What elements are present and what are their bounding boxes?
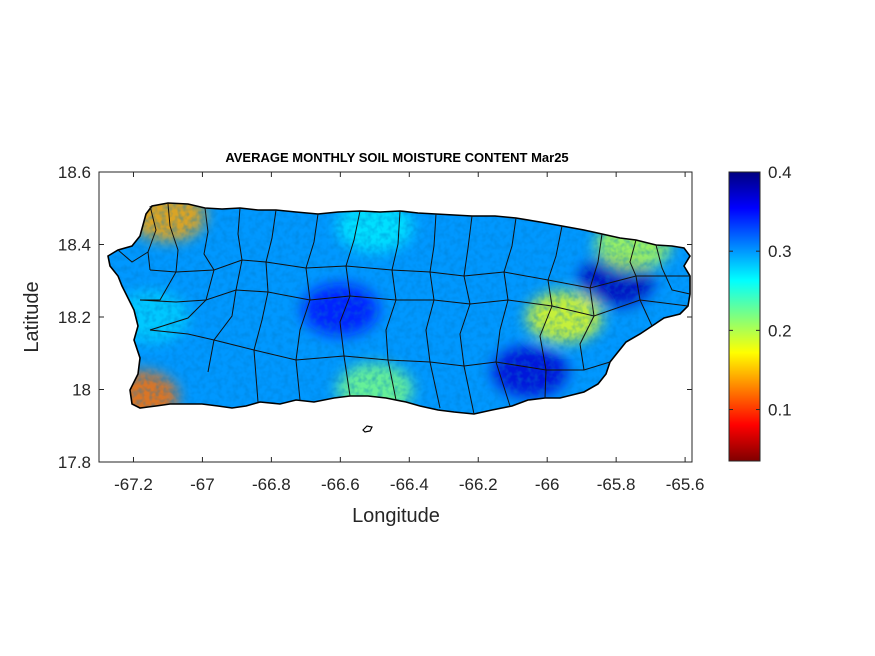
y-tick-label: 18.2: [58, 308, 91, 327]
y-axis-label: Latitude: [21, 281, 43, 352]
colorbar: 0.4 0.3 0.2 0.1: [728, 163, 792, 462]
x-tick-label: -66.8: [252, 475, 291, 494]
y-tick-label: 18.4: [58, 236, 91, 255]
x-tick-label: -67: [190, 475, 215, 494]
y-tick-label: 18.6: [58, 163, 91, 182]
x-tick-label: -66: [535, 475, 560, 494]
municipality-boundary: [117, 249, 149, 263]
x-axis-label: Longitude: [352, 505, 440, 527]
municipality-boundary: [140, 203, 179, 301]
municipality-boundary: [149, 329, 611, 371]
x-tick-label: -65.6: [666, 475, 705, 494]
municipality-boundary: [579, 233, 603, 371]
colorbar-tick-label: 0.4: [768, 163, 792, 182]
municipality-boundary: [149, 259, 690, 289]
colorbar-tick-label: 0.3: [768, 242, 792, 261]
island-coastline: [107, 202, 691, 415]
municipality-boundary: [139, 289, 689, 317]
colorbar-tick-label: 0.2: [768, 321, 792, 340]
x-tick-label: -66.4: [390, 475, 429, 494]
y-tick-label: 17.8: [58, 453, 91, 472]
x-tick-label: -67.2: [114, 475, 153, 494]
x-tick-label: -66.6: [321, 475, 360, 494]
municipality-boundary: [655, 244, 691, 295]
municipality-boundaries: [117, 203, 691, 415]
x-axis-ticks: -67.2 -67 -66.8 -66.6 -66.4 -66.2 -66 -65.8 -65.…: [114, 172, 704, 494]
chart-title: AVERAGE MONTHLY SOIL MOISTURE CONTENT Ma…: [225, 150, 568, 165]
colorbar-tick-label: 0.1: [768, 401, 792, 420]
colorbar-gradient: [728, 171, 761, 462]
y-tick-label: 18: [72, 381, 91, 400]
y-axis-ticks: 18.6 18.4 18.2 18 17.8: [58, 163, 692, 472]
map-plot-area: -67.2 -67 -66.8 -66.6 -66.4 -66.2 -66 -65.8 -65.…: [58, 163, 705, 494]
x-tick-label: -66.2: [459, 475, 498, 494]
colorbar-ticks: 0.4 0.3 0.2 0.1: [729, 163, 792, 420]
x-tick-label: -65.8: [597, 475, 636, 494]
municipality-boundary: [147, 205, 157, 271]
caja-de-muertos-island: [362, 425, 373, 433]
municipality-boundary: [629, 239, 653, 327]
